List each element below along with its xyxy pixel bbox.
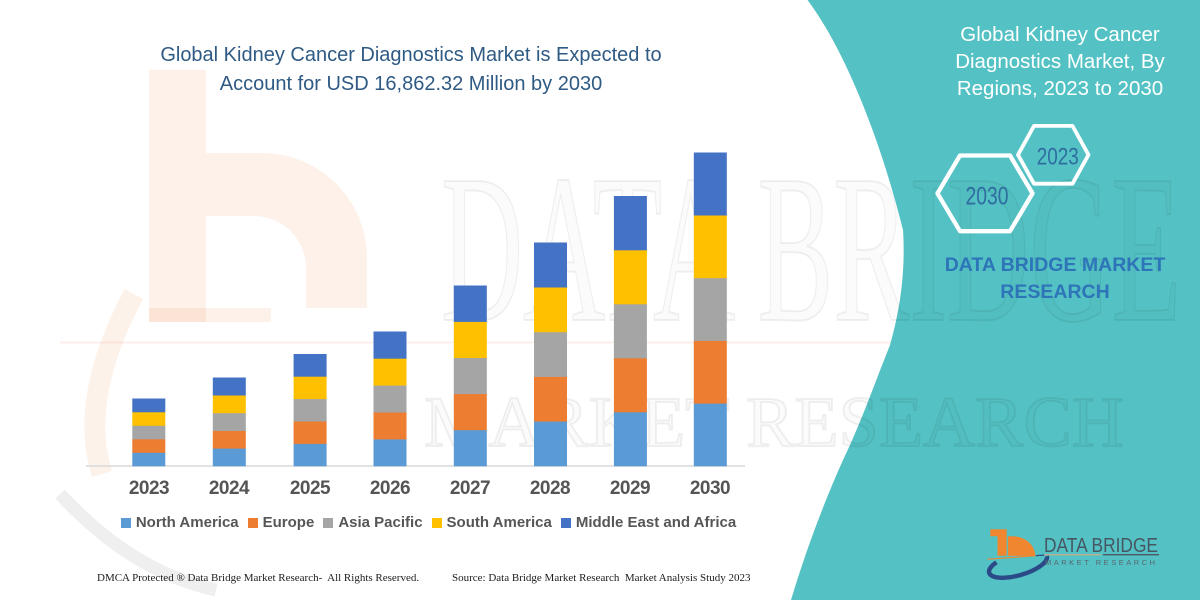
svg-text:2030: 2030 <box>966 183 1009 211</box>
svg-text:2023: 2023 <box>1037 144 1079 171</box>
svg-text:DATA BRIDGE: DATA BRIDGE <box>1044 535 1158 557</box>
svg-text:MARKET RESEARCH: MARKET RESEARCH <box>1045 558 1158 567</box>
svg-text:MARKET RESEARCH: MARKET RESEARCH <box>424 382 1124 462</box>
